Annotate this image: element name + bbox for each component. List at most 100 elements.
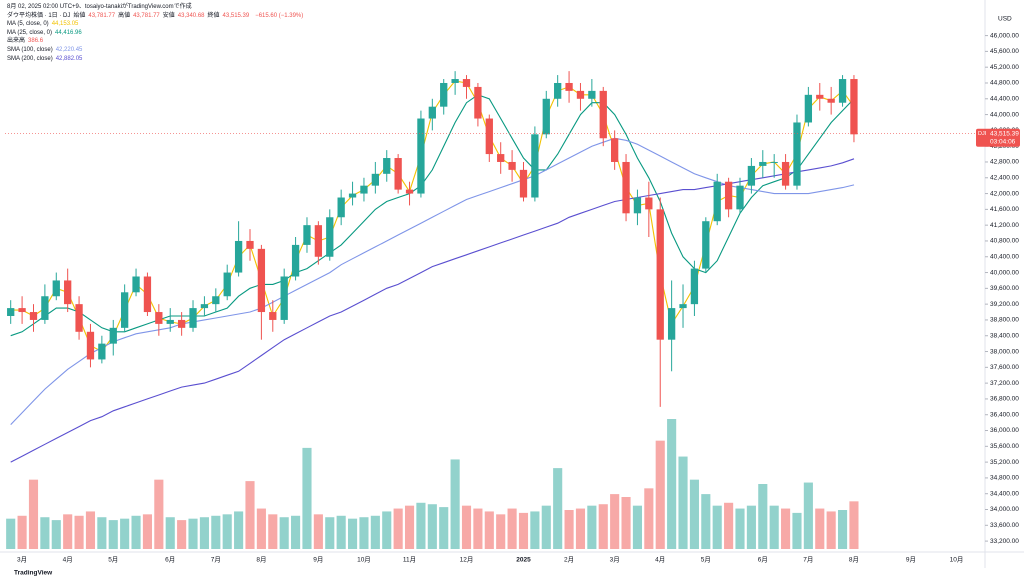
y-tick-label: 36,800.00 [990,396,1019,403]
volume-bar [74,515,84,549]
volume-row: 出来高 386.6 [7,37,306,46]
y-tick-label: 36,000.00 [990,427,1019,434]
y-tick-label: 44,000.00 [990,111,1019,118]
candle-body [565,82,573,91]
volume-bar [632,505,642,549]
candle-body [212,296,220,305]
x-tick-label: 10月 [357,556,371,564]
volume-bar [177,520,187,549]
candle-body [793,122,801,186]
x-tick-label: 8月 [849,556,859,564]
volume-bar [85,511,96,549]
x-tick-label: 2月 [564,556,574,564]
y-tick-label: 45,200.00 [990,64,1019,71]
candle-body [121,292,129,328]
candle-body [451,79,459,83]
indicator-name: MA (5, close, 0) [7,21,49,28]
volume-bar [97,517,107,549]
change: −615.60 (−1.39%) [255,12,304,19]
candle-body [257,248,266,313]
candle-body [291,244,300,277]
candle-body [314,225,323,257]
volume-bar [815,508,825,549]
volume-bar [724,502,734,549]
candle-body [75,304,83,332]
candle-body [554,82,562,99]
candle-body [462,79,471,87]
volume-bar [758,484,768,549]
x-tick-label: 12月 [460,556,474,564]
candle-body [109,327,117,344]
x-tick-label: 7月 [211,556,221,564]
ohlc-name: 安値 [162,12,175,19]
candle-body [371,173,379,186]
candle-body [838,79,847,103]
candle-body [166,319,174,324]
ohlc-value: 43,781.77 [88,12,116,19]
y-tick-label: 33,600.00 [990,522,1019,529]
candle-body [189,308,197,328]
candle-body [234,240,243,273]
candle-body [474,86,482,119]
volume-bar [268,514,278,549]
volume-bar [518,512,529,549]
candle-body [383,158,391,174]
y-tick-label: 34,400.00 [990,490,1019,497]
volume-bar [165,517,175,549]
ma-line [10,137,855,425]
y-tick-label: 34,800.00 [990,475,1019,482]
candle-body [98,343,106,360]
volume-bar [473,508,483,549]
y-tick-label: 39,600.00 [990,285,1019,292]
volume-bar [51,520,61,549]
volume-bar [553,468,563,549]
y-tick-label: 35,200.00 [990,459,1019,466]
ohlc-value: 43,781.77 [133,12,160,19]
volume-bar [17,515,27,549]
candle-body [804,94,813,123]
volume-bar [781,508,791,549]
x-tick-label: 4月 [63,556,73,564]
candle-body [633,197,642,214]
candle-body [405,189,414,194]
candle-body [428,106,436,119]
candle-body [269,312,277,320]
candle-body [588,90,596,99]
currency: USD [998,16,1012,23]
volume-bar [564,510,574,549]
volume-bar [188,518,198,549]
y-tick-label: 41,600.00 [990,206,1019,213]
x-tick-label: 6月 [165,556,175,564]
indicator-value: 42,882.05 [55,55,83,62]
candle-body [713,181,721,222]
y-tick-label: 45,600.00 [990,48,1019,55]
candle-body [679,304,687,309]
indicator-name: MA (25, close, 0) [7,29,53,36]
volume-bar [63,514,73,549]
candle-body [337,197,345,218]
volume-bar [792,512,802,549]
volume-name: 出来高 [7,38,26,45]
y-tick-label: 44,400.00 [990,96,1019,103]
volume-bar [222,514,232,549]
volume-value: 386.6 [28,38,44,45]
volume-bar [689,479,699,549]
ohlc-row: ダウ平均株価 · 1日 · DJ 始値 43,781.77 高値 43,781.77 安値… [7,12,306,21]
volume-bar [313,514,323,549]
volume-bar [769,505,779,549]
candle-body [690,268,699,305]
candle-body [770,161,778,163]
candle-body [223,272,231,297]
candle-body [86,331,95,360]
candle-body [497,154,505,162]
y-tick-label: 46,000.00 [990,32,1019,39]
x-tick-label: 3月 [17,556,27,564]
candle-body [519,169,528,198]
volume-bar [325,517,335,549]
y-tick-label: 44,800.00 [990,80,1019,87]
volume-bar [279,517,289,549]
indicator-row: SMA (200, close) 42,882.05 [7,55,306,64]
y-tick-label: 34,000.00 [990,506,1019,513]
